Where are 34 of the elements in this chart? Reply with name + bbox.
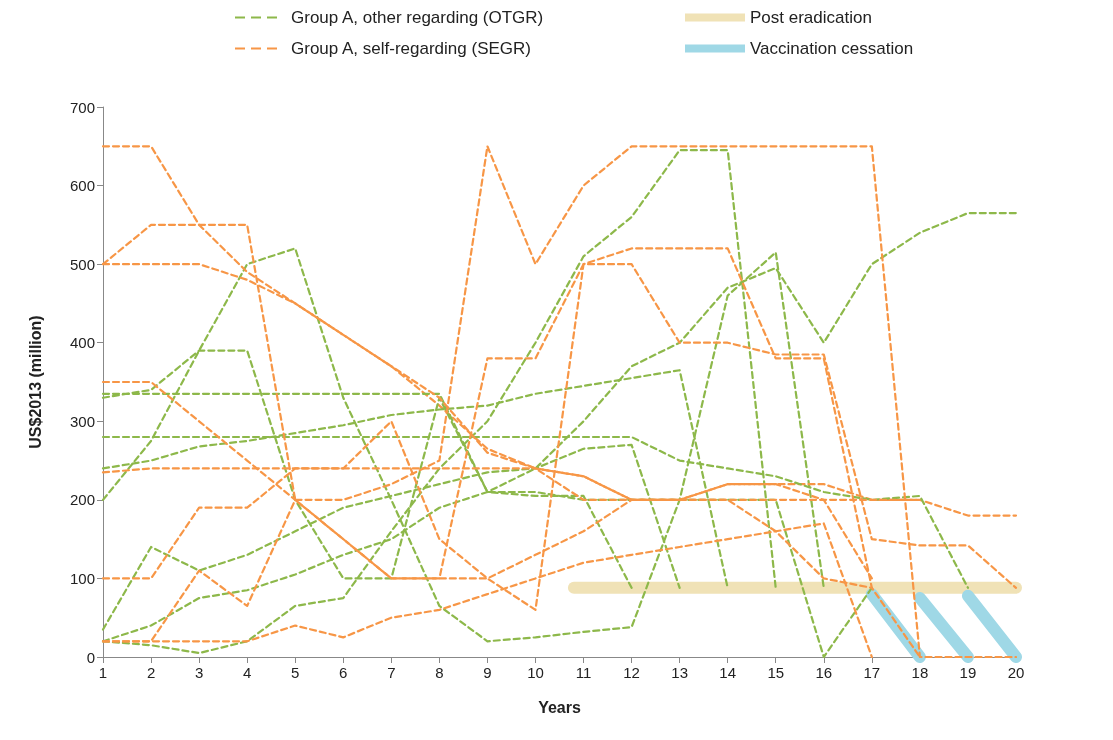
y-axis-title: US$2013 (million) bbox=[26, 315, 44, 449]
legend-label: Post eradication bbox=[750, 8, 872, 27]
y-tick-label: 400 bbox=[69, 334, 95, 352]
y-tick-label: 600 bbox=[69, 177, 95, 195]
x-tick-label: 20 bbox=[1007, 664, 1025, 681]
y-tick-label: 300 bbox=[69, 412, 95, 430]
x-tick-label: 6 bbox=[339, 664, 348, 681]
x-tick-label: 19 bbox=[959, 664, 977, 681]
x-tick-label: 4 bbox=[242, 664, 252, 681]
x-tick-label: 8 bbox=[435, 664, 444, 681]
x-tick-label: 15 bbox=[767, 664, 785, 681]
x-axis-title: Years bbox=[538, 698, 581, 716]
x-tick-label: 13 bbox=[671, 664, 688, 681]
x-tick-label: 7 bbox=[387, 664, 396, 681]
y-tick-label: 0 bbox=[86, 648, 95, 666]
legend-label: Group A, self-regarding (SEGR) bbox=[291, 39, 531, 58]
x-tick-label: 11 bbox=[575, 664, 592, 681]
x-tick-label: 9 bbox=[483, 664, 492, 681]
y-tick-label: 200 bbox=[69, 491, 95, 509]
x-tick-label: 17 bbox=[863, 664, 881, 681]
legend-label: Group A, other regarding (OTGR) bbox=[291, 8, 544, 27]
x-tick-label: 1 bbox=[98, 664, 108, 681]
x-tick-label: 10 bbox=[527, 664, 544, 681]
x-tick-label: 14 bbox=[719, 664, 737, 681]
x-tick-label: 18 bbox=[911, 664, 929, 681]
y-tick-label: 500 bbox=[69, 255, 95, 273]
y-tick-label: 700 bbox=[69, 98, 95, 116]
x-tick-label: 2 bbox=[146, 664, 156, 681]
y-tick-label: 100 bbox=[69, 569, 95, 587]
x-tick-label: 12 bbox=[623, 664, 640, 681]
x-tick-label: 3 bbox=[194, 664, 204, 681]
legend-label: Vaccination cessation bbox=[750, 39, 914, 58]
x-tick-label: 16 bbox=[815, 664, 833, 681]
x-tick-label: 5 bbox=[291, 664, 300, 681]
